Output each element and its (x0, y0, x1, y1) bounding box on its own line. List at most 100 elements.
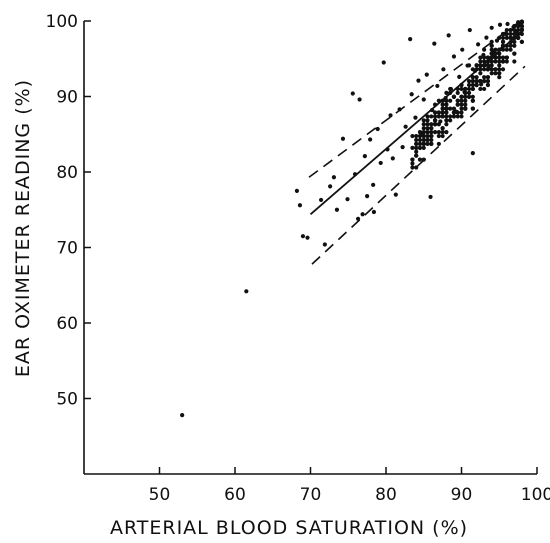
data-point (294, 188, 300, 193)
data-point (459, 110, 464, 115)
data-point (432, 102, 438, 107)
data-point (474, 78, 479, 84)
data-point (448, 118, 453, 123)
data-point (451, 94, 457, 99)
data-point (436, 110, 441, 115)
data-point (345, 197, 350, 202)
data-point (429, 130, 434, 135)
data-point (497, 59, 502, 64)
data-point (500, 59, 506, 64)
data-point (519, 24, 525, 29)
data-point (479, 82, 484, 87)
data-point (489, 67, 494, 72)
data-point (508, 35, 513, 41)
data-point (459, 82, 464, 88)
data-point (485, 67, 491, 72)
data-point (508, 43, 513, 48)
data-point (512, 35, 517, 41)
data-point (459, 102, 464, 107)
data-point (489, 47, 494, 52)
data-point (365, 194, 370, 199)
data-point (489, 43, 494, 48)
data-point (455, 114, 460, 119)
data-point (417, 133, 423, 139)
data-point (429, 122, 434, 127)
y-tick-label: 90 (56, 88, 78, 108)
data-point (425, 133, 430, 139)
data-point (421, 97, 426, 102)
data-point (328, 184, 333, 189)
x-ticks: 50 60 70 80 90 100 (149, 467, 550, 505)
data-point (478, 63, 483, 68)
data-point (497, 22, 503, 27)
data-point (425, 137, 430, 143)
data-point (414, 141, 419, 147)
data-point (512, 39, 517, 44)
data-point (432, 122, 438, 127)
data-point (381, 60, 386, 65)
data-point (425, 122, 430, 127)
data-point (482, 67, 487, 72)
data-point (425, 118, 430, 123)
x-tick-label: 60 (224, 485, 246, 505)
data-point (457, 74, 462, 79)
data-point (413, 115, 418, 120)
data-point (466, 90, 472, 95)
data-point (440, 133, 445, 139)
data-point (451, 110, 457, 115)
data-point (425, 126, 430, 131)
data-point (357, 97, 362, 102)
data-point (421, 126, 426, 131)
data-point (421, 118, 426, 123)
x-axis-title: ARTERIAL BLOOD SATURATION (%) (110, 517, 468, 539)
data-point (448, 86, 453, 92)
data-point (403, 124, 408, 129)
data-point (421, 137, 426, 143)
data-point (489, 55, 494, 60)
data-point (425, 114, 430, 119)
data-point (436, 98, 441, 103)
data-point (352, 172, 358, 177)
data-point (432, 130, 438, 135)
data-point (444, 106, 449, 111)
data-point (448, 114, 453, 119)
data-point (485, 59, 491, 64)
data-point (350, 91, 355, 96)
data-point (497, 71, 502, 76)
data-point (435, 83, 440, 89)
data-point (448, 106, 453, 111)
data-point (482, 86, 487, 92)
data-point (512, 27, 517, 33)
data-point (504, 59, 509, 64)
y-axis-title: EAR OXIMETER READING (%) (12, 79, 34, 377)
x-tick-label: 50 (149, 485, 171, 505)
data-point (463, 86, 468, 92)
data-point (425, 141, 430, 147)
data-point (432, 114, 438, 119)
data-point (408, 37, 413, 42)
data-point (371, 182, 376, 187)
data-point (244, 289, 249, 294)
data-point (470, 78, 475, 84)
data-point (451, 54, 457, 59)
data-point (429, 133, 434, 139)
data-point (410, 161, 415, 166)
x-tick-label: 90 (451, 485, 473, 505)
data-point (466, 63, 472, 68)
data-point (400, 144, 405, 150)
data-point (463, 98, 468, 103)
data-point (493, 51, 498, 56)
data-point (429, 137, 434, 143)
data-point (500, 39, 506, 44)
data-point (305, 235, 310, 240)
data-point (440, 114, 445, 119)
data-point (519, 19, 525, 24)
data-point (485, 63, 491, 68)
data-point (432, 110, 438, 115)
data-point (446, 33, 451, 38)
data-point (482, 78, 487, 84)
data-point (504, 27, 509, 33)
data-point (421, 157, 426, 162)
data-point (470, 75, 475, 80)
data-point (388, 113, 393, 118)
